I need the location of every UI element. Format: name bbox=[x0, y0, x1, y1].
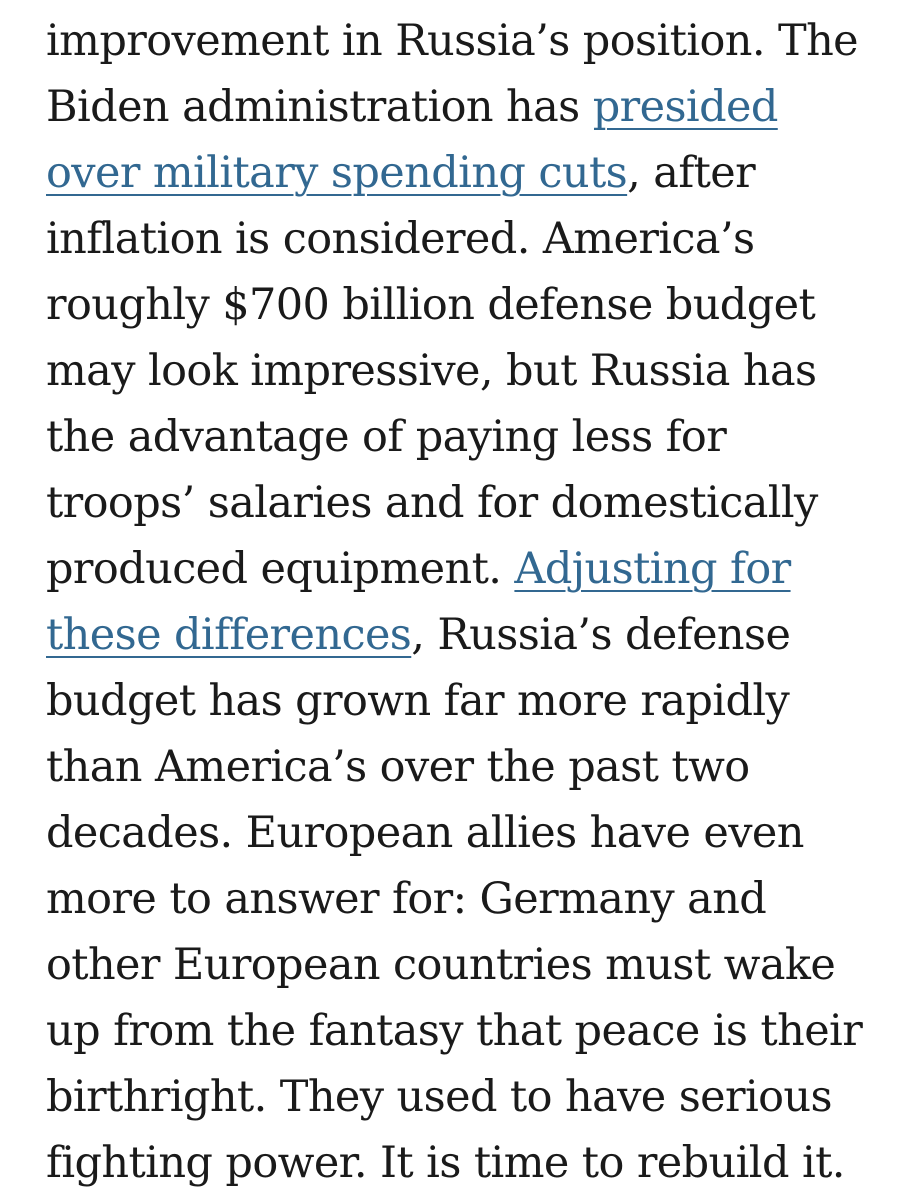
body-text: budget has grown far more rapidly bbox=[46, 676, 790, 726]
paragraph-line: over military spending cuts, after bbox=[46, 140, 876, 206]
body-text: up from the fantasy that peace is their bbox=[46, 1006, 863, 1056]
paragraph-line: up from the fantasy that peace is their bbox=[46, 998, 876, 1064]
body-text: fighting power. It is time to rebuild it… bbox=[46, 1138, 845, 1188]
body-text: inflation is considered. America’s bbox=[46, 214, 755, 264]
link-military-spending-cuts[interactable]: presided bbox=[592, 82, 779, 132]
body-text: , after bbox=[627, 148, 756, 198]
paragraph-line: improvement in Russia’s position. The bbox=[46, 8, 876, 74]
body-text: may look impressive, but Russia has bbox=[46, 346, 817, 396]
link-military-spending-cuts-continued[interactable]: over military spending cuts bbox=[46, 148, 628, 198]
body-text: decades. European allies have even bbox=[46, 808, 804, 858]
body-text: , Russia’s defense bbox=[411, 610, 791, 660]
article-paragraph: improvement in Russia’s position. The Bi… bbox=[46, 8, 876, 1196]
link-adjusting-for-differences-continued[interactable]: these differences bbox=[46, 610, 412, 660]
body-text: improvement in Russia’s position. The bbox=[46, 16, 859, 66]
paragraph-line: may look impressive, but Russia has bbox=[46, 338, 876, 404]
body-text: than America’s over the past two bbox=[46, 742, 750, 792]
body-text: produced equipment. bbox=[46, 544, 515, 594]
paragraph-line: other European countries must wake bbox=[46, 932, 876, 998]
body-text: other European countries must wake bbox=[46, 940, 836, 990]
paragraph-line: budget has grown far more rapidly bbox=[46, 668, 876, 734]
paragraph-line: birthright. They used to have serious bbox=[46, 1064, 876, 1130]
paragraph-line: produced equipment. Adjusting for bbox=[46, 536, 876, 602]
body-text: birthright. They used to have serious bbox=[46, 1072, 833, 1122]
body-text: Biden administration has bbox=[46, 82, 593, 132]
paragraph-line: more to answer for: Germany and bbox=[46, 866, 876, 932]
paragraph-line: than America’s over the past two bbox=[46, 734, 876, 800]
body-text: the advantage of paying less for bbox=[46, 412, 727, 462]
body-text: roughly $700 billion defense budget bbox=[46, 280, 816, 330]
paragraph-line: roughly $700 billion defense budget bbox=[46, 272, 876, 338]
body-text: troops’ salaries and for domestically bbox=[46, 478, 818, 528]
paragraph-line: inflation is considered. America’s bbox=[46, 206, 876, 272]
body-text: more to answer for: Germany and bbox=[46, 874, 767, 924]
paragraph-line: these differences, Russia’s defense bbox=[46, 602, 876, 668]
paragraph-line: decades. European allies have even bbox=[46, 800, 876, 866]
link-adjusting-for-differences[interactable]: Adjusting for bbox=[514, 544, 791, 594]
paragraph-line: fighting power. It is time to rebuild it… bbox=[46, 1130, 876, 1196]
paragraph-line: the advantage of paying less for bbox=[46, 404, 876, 470]
paragraph-line: troops’ salaries and for domestically bbox=[46, 470, 876, 536]
paragraph-line: Biden administration has presided bbox=[46, 74, 876, 140]
